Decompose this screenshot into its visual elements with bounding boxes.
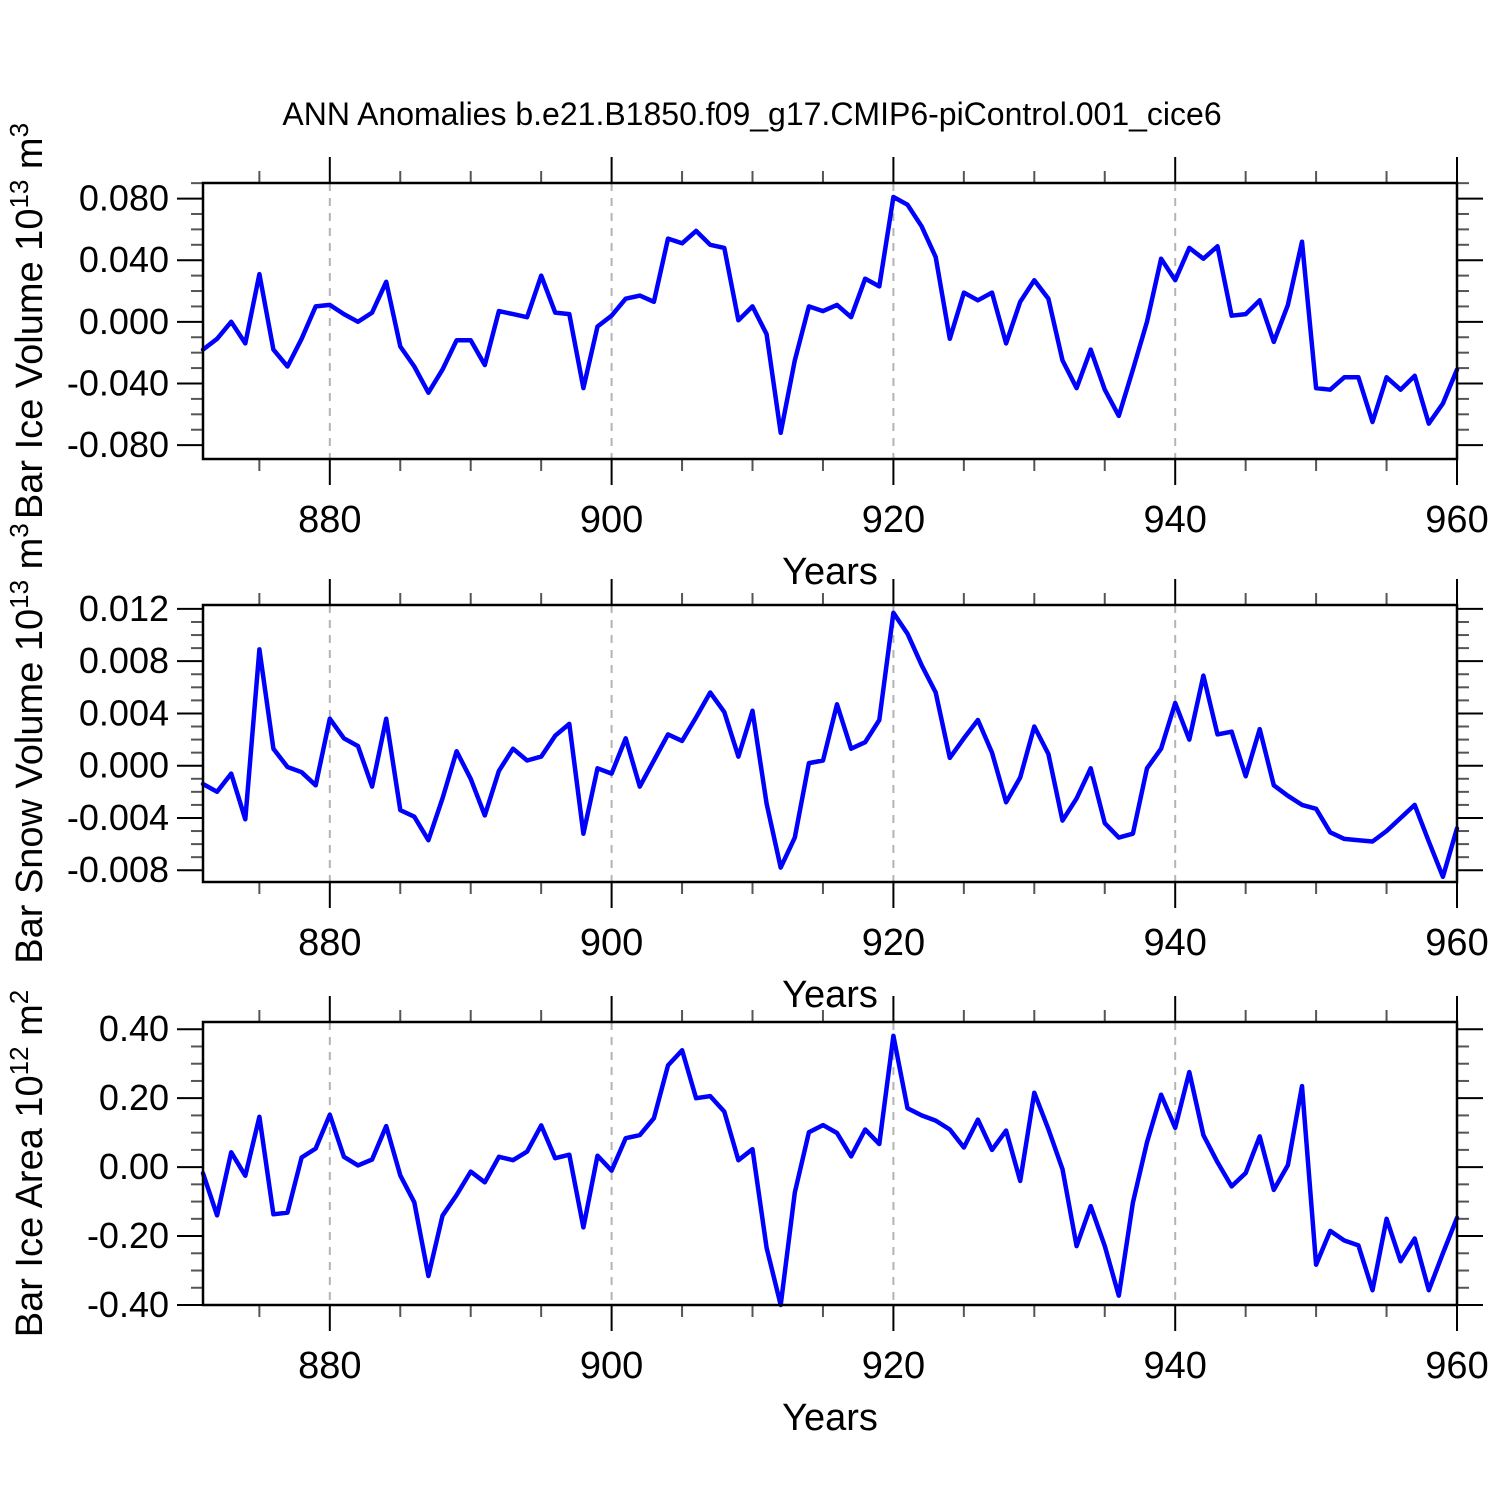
x-tick-label: 940 <box>1143 499 1206 541</box>
panel-bar-snow-volume-10-13-m-3: 0.012 0.008 0.004 0.000 -0.004 -0.008 880 900 92… <box>4 523 1489 1016</box>
y-tick-label: 0.20 <box>99 1077 169 1118</box>
gridlines <box>328 605 1177 882</box>
panel-bar-ice-volume-10-13-m-3: 0.080 0.040 0.000 -0.040 -0.080 880 900 920 940 9… <box>4 123 1489 593</box>
y-tick-label: 0.000 <box>79 745 169 786</box>
panels-group: 0.080 0.040 0.000 -0.040 -0.080 880 900 920 940 9… <box>4 123 1489 1439</box>
y-tick-label: -0.008 <box>67 849 169 890</box>
x-tick-label: 960 <box>1425 922 1488 964</box>
y-tick-label: -0.004 <box>67 797 169 838</box>
gridlines <box>328 1022 1177 1305</box>
y-tick-label: -0.040 <box>67 362 169 403</box>
y-axis-title: Bar Snow Volume 1013 m3 <box>4 523 51 964</box>
x-tick-label: 900 <box>580 499 643 541</box>
chart-title: ANN Anomalies b.e21.B1850.f09_g17.CMIP6-… <box>282 96 1221 132</box>
gridlines <box>328 183 1177 459</box>
data-line <box>200 610 1460 880</box>
x-axis-title: Years <box>782 974 878 1016</box>
x-tick-label: 880 <box>298 1345 361 1387</box>
y-tick-label: 0.008 <box>79 640 169 681</box>
data-line <box>200 1033 1460 1308</box>
plot-box <box>201 181 1459 461</box>
ticks <box>177 579 1483 908</box>
x-tick-label: 920 <box>862 922 925 964</box>
y-tick-label: -0.080 <box>67 424 169 465</box>
ticks <box>177 996 1483 1331</box>
plot-box <box>201 1020 1459 1307</box>
x-tick-label: 880 <box>298 499 361 541</box>
x-tick-label: 920 <box>862 499 925 541</box>
x-tick-label: 940 <box>1143 1345 1206 1387</box>
x-tick-label: 920 <box>862 1345 925 1387</box>
x-tick-label: 960 <box>1425 1345 1488 1387</box>
y-tick-label: -0.20 <box>87 1215 169 1256</box>
y-tick-label: 0.080 <box>79 178 169 219</box>
y-tick-label: 0.040 <box>79 239 169 280</box>
y-tick-label: 0.00 <box>99 1146 169 1187</box>
x-tick-label: 940 <box>1143 922 1206 964</box>
y-tick-label: 0.000 <box>79 301 169 342</box>
plot-box <box>201 603 1459 884</box>
y-axis-title: Bar Ice Volume 1013 m3 <box>4 123 51 519</box>
x-tick-label: 880 <box>298 922 361 964</box>
panel-bar-ice-area-10-12-m-2: 0.40 0.20 0.00 -0.20 -0.40 880 900 920 940 960 Yea… <box>4 990 1489 1439</box>
y-tick-label: 0.004 <box>79 692 169 733</box>
x-tick-label: 900 <box>580 1345 643 1387</box>
data-line <box>200 194 1460 436</box>
x-tick-label: 900 <box>580 922 643 964</box>
y-tick-label: -0.40 <box>87 1284 169 1325</box>
x-axis-title: Years <box>782 551 878 593</box>
y-tick-label: 0.40 <box>99 1008 169 1049</box>
x-axis-title: Years <box>782 1397 878 1439</box>
y-tick-label: 0.012 <box>79 588 169 629</box>
x-tick-label: 960 <box>1425 499 1488 541</box>
y-axis-title: Bar Ice Area 1012 m2 <box>4 990 51 1338</box>
ticks <box>177 157 1483 485</box>
